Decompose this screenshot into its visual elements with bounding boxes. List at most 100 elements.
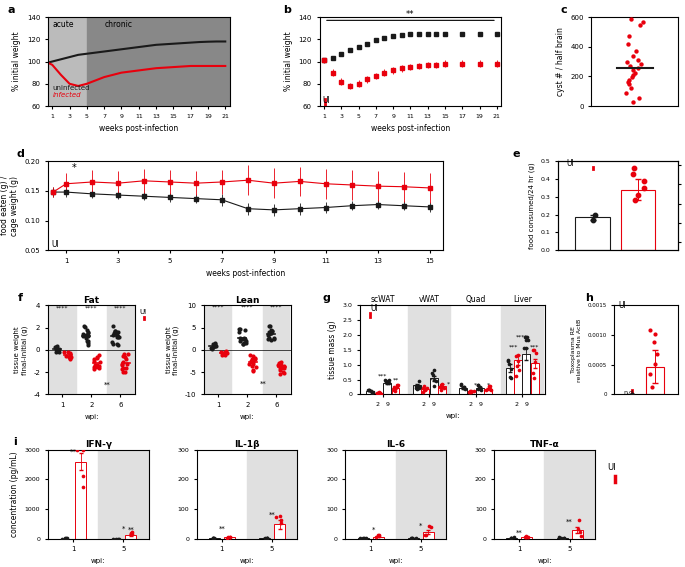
Point (428, 381, 439, 390)
Point (632, 56, 643, 65)
Point (72, 445, 83, 454)
Point (513, 357, 524, 366)
Point (271, 513, 282, 522)
Text: ****: **** (516, 334, 529, 339)
Point (456, 380, 466, 390)
Point (628, 66, 639, 75)
Point (108, 339, 119, 348)
Point (458, 383, 469, 392)
Y-axis label: cyst # / half brain: cyst # / half brain (556, 27, 564, 96)
Point (89, 355, 100, 364)
Point (78, 322, 89, 331)
Point (108, 331, 119, 340)
Point (509, 533, 520, 542)
Point (82, 329, 93, 338)
Point (123, 350, 134, 359)
Point (65, 353, 76, 362)
Point (627, 169, 638, 178)
Point (220, 348, 231, 357)
Point (465, 388, 476, 397)
Point (410, 384, 421, 393)
Point (92, 362, 103, 371)
Bar (98, 450, 149, 539)
Point (436, 380, 447, 389)
Text: h: h (586, 293, 593, 303)
Point (61, 352, 72, 361)
Point (94, 363, 105, 373)
Point (216, 348, 227, 357)
Point (247, 366, 258, 375)
Bar (87, 17, 229, 106)
Bar (247, 450, 297, 539)
Point (419, 385, 430, 394)
Point (274, 512, 285, 521)
Point (381, 376, 392, 385)
Point (626, 390, 637, 399)
Point (125, 528, 136, 537)
Y-axis label: food consumed/24 hr (g): food consumed/24 hr (g) (529, 162, 535, 249)
Point (239, 325, 250, 335)
Point (209, 340, 220, 349)
Point (51, 344, 62, 353)
Text: UI: UI (370, 304, 377, 313)
Text: e: e (513, 149, 521, 159)
Point (419, 382, 429, 391)
X-axis label: wpi:: wpi: (240, 558, 254, 564)
Point (111, 327, 122, 336)
Point (51, 345, 62, 354)
Bar (423, 532, 434, 539)
Point (382, 378, 393, 387)
Point (83, 332, 94, 341)
Point (510, 352, 521, 361)
Bar (521, 538, 532, 539)
X-axis label: wpi:: wpi: (84, 414, 99, 420)
Point (427, 368, 438, 377)
Point (107, 337, 118, 346)
Point (262, 334, 273, 343)
Point (113, 332, 124, 341)
Point (384, 376, 395, 385)
Point (527, 369, 538, 378)
Point (630, 69, 641, 78)
Point (59, 534, 70, 543)
Point (363, 386, 374, 395)
Point (108, 328, 119, 337)
Text: **: ** (127, 527, 134, 533)
Bar (523, 354, 530, 395)
Point (504, 372, 515, 381)
Point (247, 352, 258, 361)
Point (279, 363, 290, 372)
Point (456, 380, 466, 389)
Point (373, 531, 384, 540)
Point (64, 349, 75, 358)
Point (60, 534, 71, 543)
Bar (429, 378, 438, 395)
Point (459, 384, 470, 393)
Point (266, 328, 277, 337)
Point (64, 352, 75, 361)
Point (375, 389, 386, 398)
Point (222, 532, 233, 541)
Point (208, 342, 219, 351)
Point (49, 343, 60, 352)
Point (414, 383, 425, 392)
Point (558, 534, 569, 543)
Title: IL-1β: IL-1β (234, 440, 260, 449)
Point (521, 343, 532, 352)
Bar (408, 538, 419, 539)
Point (262, 534, 273, 543)
Point (521, 333, 532, 342)
Point (240, 335, 251, 344)
Point (623, 79, 634, 88)
Point (88, 362, 99, 371)
Text: vWAT: vWAT (419, 295, 440, 304)
Point (512, 351, 523, 360)
Bar (476, 388, 484, 395)
Point (117, 367, 128, 376)
Point (110, 326, 121, 335)
Text: **: ** (219, 526, 225, 532)
Text: *: * (447, 382, 449, 387)
Bar (545, 450, 595, 539)
Point (234, 337, 245, 346)
Bar (274, 524, 285, 539)
